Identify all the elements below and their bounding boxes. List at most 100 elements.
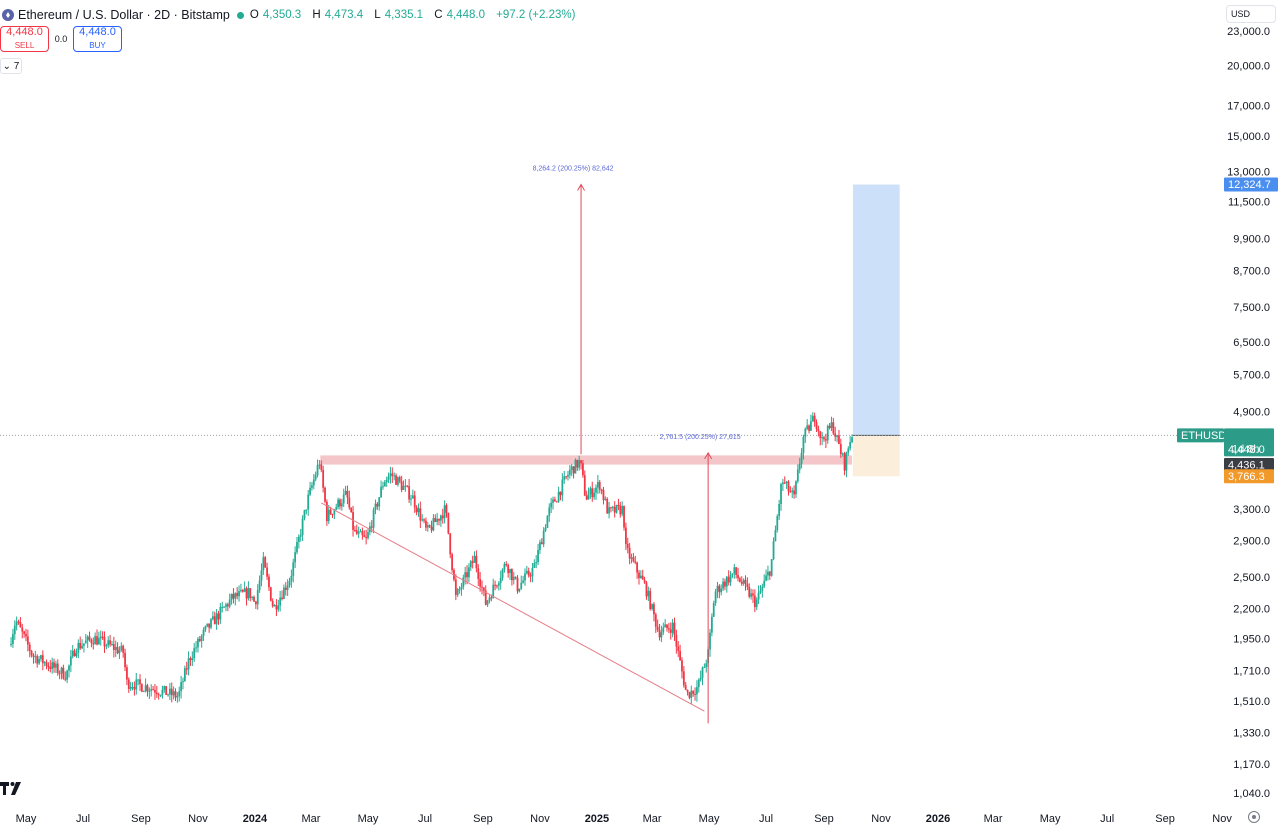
candle-199 <box>382 486 384 488</box>
candle-367 <box>696 687 698 695</box>
candle-384 <box>727 576 730 583</box>
measure-arrow-0-head <box>577 183 585 191</box>
candle-71 <box>142 691 145 693</box>
currency-selector[interactable]: USD <box>1226 5 1276 23</box>
y-tick-18: 1,510.0 <box>1233 696 1270 708</box>
candle-3 <box>15 621 18 626</box>
candle-448 <box>847 448 850 453</box>
buy-button[interactable]: 4,448.0 BUY <box>73 26 122 52</box>
candle-378 <box>716 585 719 592</box>
candle-120 <box>234 593 237 599</box>
candle-41 <box>86 636 89 641</box>
candle-309 <box>587 494 590 500</box>
candle-358 <box>679 650 681 661</box>
candle-383 <box>725 576 728 587</box>
candle-117 <box>228 599 231 607</box>
candle-423 <box>800 452 803 464</box>
candle-64 <box>129 687 132 689</box>
candle-85 <box>169 688 171 695</box>
candle-145 <box>281 597 283 599</box>
candle-315 <box>598 481 601 490</box>
price-axis[interactable]: 23,000.0 20,000.0 17,000.0 15,000.0 13,000.0… <box>1227 26 1270 800</box>
candle-52 <box>107 640 110 646</box>
candle-375 <box>710 616 713 633</box>
candle-390 <box>739 578 741 582</box>
candle-179 <box>344 490 347 495</box>
x-tick-3: Nov <box>188 813 208 825</box>
indicator-count: 7 <box>13 60 20 72</box>
candle-18 <box>43 662 46 664</box>
candle-295 <box>561 479 564 496</box>
y-tick-20: 1,170.0 <box>1233 759 1270 771</box>
candle-91 <box>180 682 183 692</box>
y-tick-5: 11,500.0 <box>1228 197 1270 209</box>
candle-109 <box>213 616 216 625</box>
candle-344 <box>653 604 655 615</box>
measure-arrow-1-head <box>704 451 713 460</box>
candle-359 <box>681 660 683 672</box>
candle-345 <box>654 614 657 627</box>
tradingview-logo-icon[interactable] <box>0 781 26 796</box>
candle-9 <box>26 636 29 645</box>
symbol-title[interactable]: Ethereum / U.S. Dollar · 2D · Bitstamp <box>18 8 230 22</box>
gear-icon[interactable] <box>1248 811 1260 823</box>
indicators-toggle-button[interactable]: ⌄ 7 <box>0 58 22 74</box>
candle-291 <box>553 499 556 502</box>
spread-value: 0.0 <box>54 34 68 44</box>
x-tick-13: Jul <box>759 813 773 825</box>
time-axis[interactable]: May Jul Sep Nov 2024 Mar May Jul Sep Nov 2025 Mar Ma… <box>16 813 1233 825</box>
candle-363 <box>688 692 691 698</box>
candle-106 <box>208 623 211 628</box>
candle-184 <box>354 529 356 531</box>
candle-57 <box>116 646 119 654</box>
candle-317 <box>602 489 605 500</box>
low-key: L <box>374 9 381 21</box>
candle-169 <box>325 501 328 522</box>
candle-231 <box>441 515 444 519</box>
x-tick-12: May <box>699 813 720 825</box>
open-value: 4,350.3 <box>262 9 302 21</box>
candle-38 <box>81 645 83 649</box>
candle-370 <box>701 667 704 678</box>
candle-434 <box>821 437 824 439</box>
candle-66 <box>133 687 136 690</box>
candle-444 <box>839 444 842 455</box>
candle-413 <box>781 482 784 485</box>
candle-400 <box>757 592 760 600</box>
candle-83 <box>165 686 168 695</box>
candle-437 <box>826 425 829 441</box>
candle-30 <box>66 670 69 680</box>
candle-46 <box>96 636 98 645</box>
candle-126 <box>245 588 248 599</box>
candle-149 <box>288 581 291 586</box>
candle-168 <box>324 487 326 502</box>
candle-298 <box>567 474 569 477</box>
mid-price-badge: 4,436.1 <box>1228 460 1265 472</box>
candle-260 <box>496 585 498 587</box>
candle-62 <box>126 667 128 680</box>
candle-246 <box>469 561 472 568</box>
candle-323 <box>613 506 616 513</box>
candle-138 <box>268 576 270 588</box>
candle-418 <box>791 490 794 493</box>
buy-price: 4,448.0 <box>79 26 116 38</box>
candle-196 <box>376 503 379 507</box>
y-tick-3: 15,000.0 <box>1227 131 1270 143</box>
y-tick-17: 1,710.0 <box>1233 666 1270 678</box>
sell-button[interactable]: 4,448.0 SELL <box>0 26 49 52</box>
candle-334 <box>634 561 637 563</box>
candle-346 <box>656 626 659 630</box>
candle-29 <box>64 678 67 680</box>
candle-324 <box>615 504 618 513</box>
candle-225 <box>430 526 433 531</box>
target-price-badge-bg <box>1224 177 1278 192</box>
change-value: +97.2 (+2.23%) <box>496 9 576 21</box>
x-tick-18: May <box>1040 813 1061 825</box>
candle-166 <box>320 464 323 470</box>
candle-15 <box>38 658 40 664</box>
candle-139 <box>269 587 272 601</box>
candle-251 <box>479 578 482 587</box>
measure-label-1: 2,761.5 (200.25%) 27,615 <box>660 434 741 441</box>
candle-81 <box>161 689 164 696</box>
